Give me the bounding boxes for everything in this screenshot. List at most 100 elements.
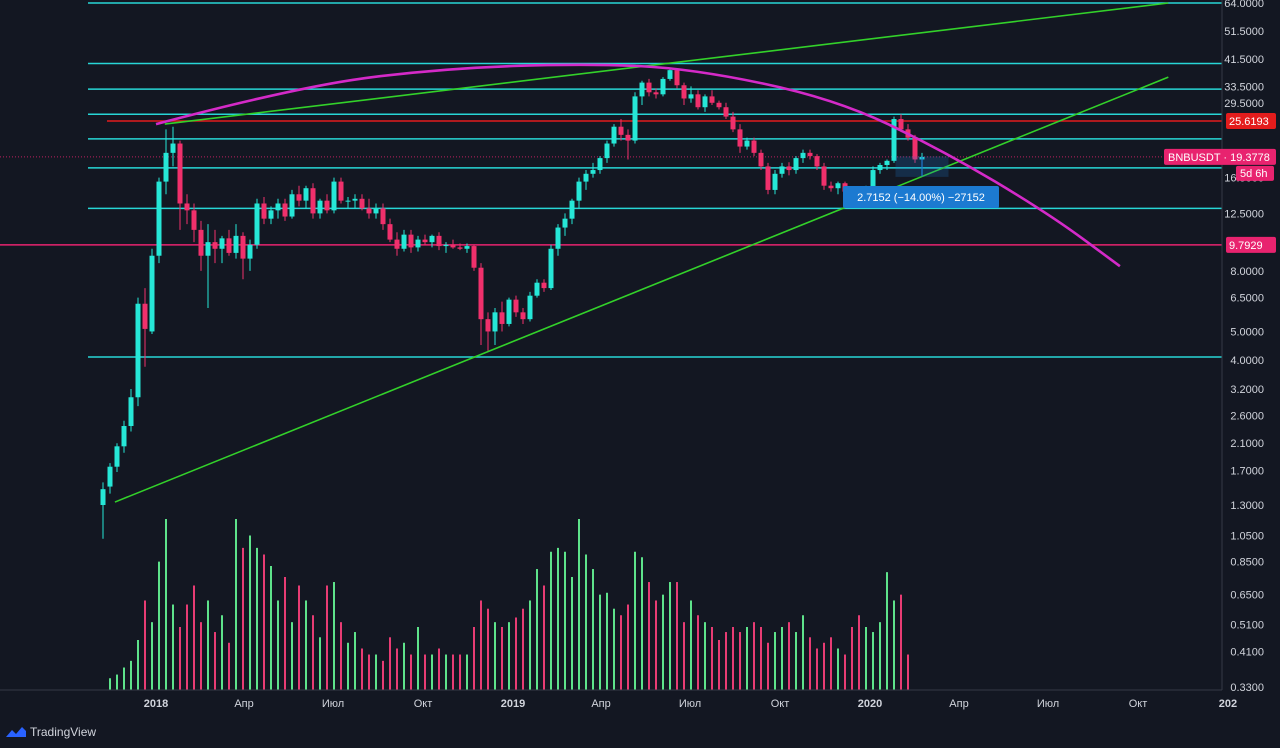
- candle: [128, 388, 134, 432]
- candle: [891, 116, 897, 163]
- tradingview-logo[interactable]: TradingView: [6, 725, 96, 739]
- price-tick-label: 6.5000: [1230, 293, 1264, 305]
- candle-body: [387, 224, 393, 240]
- candle: [793, 156, 799, 174]
- candle: [751, 137, 757, 157]
- candle: [681, 82, 687, 105]
- candle-body: [716, 102, 722, 108]
- candle: [121, 420, 127, 453]
- candle: [716, 100, 722, 110]
- time-tick-label: Окт: [1129, 698, 1148, 710]
- candle: [821, 162, 827, 190]
- candle-body: [366, 208, 372, 214]
- candle-body: [247, 244, 253, 259]
- price-tick-label: 12.5000: [1224, 208, 1264, 220]
- candle: [303, 185, 309, 209]
- candle-body: [723, 107, 729, 117]
- candle-body: [450, 244, 456, 248]
- candle: [212, 229, 218, 264]
- candle-body: [807, 152, 813, 157]
- candle: [562, 213, 568, 236]
- candle: [688, 86, 694, 103]
- candle-body: [135, 303, 141, 398]
- candle-body: [765, 166, 771, 190]
- candle-body: [506, 299, 512, 324]
- candle: [744, 137, 750, 150]
- candle-body: [317, 200, 323, 214]
- candle-body: [436, 235, 442, 247]
- candle: [667, 68, 673, 81]
- candle-body: [233, 235, 239, 253]
- time-axis[interactable]: 2018 Апр Июл Окт 2019 Апр Июл Окт 2020 Апр Июл Окт 2…: [0, 689, 1237, 710]
- candle: [352, 194, 358, 209]
- candle: [548, 244, 554, 290]
- candle: [401, 229, 407, 252]
- candle-body: [303, 188, 309, 201]
- candle: [828, 181, 834, 192]
- trendline-0: [114, 76, 1169, 503]
- candle: [366, 198, 372, 219]
- candle: [247, 239, 253, 271]
- candle: [492, 307, 498, 346]
- candle: [814, 154, 820, 171]
- candle-body: [373, 208, 379, 214]
- price-tick-label: 1.0500: [1230, 531, 1264, 543]
- candle-body: [681, 85, 687, 99]
- candle: [877, 162, 883, 174]
- candle: [345, 196, 351, 209]
- candle-body: [891, 119, 897, 161]
- candle-body: [814, 156, 820, 167]
- candle: [163, 129, 169, 195]
- candle: [170, 126, 176, 167]
- candle-body: [569, 200, 575, 219]
- candle: [219, 235, 225, 264]
- candle-body: [226, 238, 232, 253]
- price-tick-label: 1.3000: [1230, 500, 1264, 512]
- price-axis[interactable]: 64.000051.500041.500033.500029.500016.50…: [1221, 0, 1264, 694]
- candle: [506, 297, 512, 327]
- candle: [268, 206, 274, 225]
- candle: [254, 198, 260, 249]
- current-tag-bg: [1164, 148, 1276, 165]
- candle: [114, 443, 120, 472]
- candle-body: [114, 446, 120, 467]
- candle-body: [219, 238, 225, 249]
- candle: [485, 312, 491, 351]
- candle: [282, 198, 288, 221]
- candle-body: [674, 70, 680, 86]
- candle-body: [667, 70, 673, 79]
- candle: [723, 102, 729, 120]
- candle: [394, 232, 400, 256]
- candle-body: [254, 203, 260, 245]
- candle: [758, 149, 764, 171]
- candle: [611, 124, 617, 147]
- candle: [226, 229, 232, 256]
- candle-body: [212, 242, 218, 249]
- candle-body: [527, 295, 533, 320]
- candle-body: [772, 173, 778, 190]
- candle-body: [597, 158, 603, 171]
- candle-body: [338, 181, 344, 201]
- candle-body: [744, 140, 750, 147]
- candle-body: [604, 143, 610, 159]
- candle-body: [534, 282, 540, 296]
- price-tags: 25.6193 9.7929 BNBUSDT · 19.3778 5d 6h: [1164, 112, 1276, 253]
- time-tick-label: Апр: [234, 698, 253, 710]
- candle-body: [205, 242, 211, 256]
- candle-body: [415, 239, 421, 248]
- candle-body: [576, 181, 582, 201]
- candle: [499, 301, 505, 332]
- candle-body: [751, 140, 757, 153]
- candle-body: [639, 82, 645, 97]
- candle-body: [555, 227, 561, 249]
- candle-body: [611, 126, 617, 144]
- candle: [695, 90, 701, 110]
- candle-body: [520, 312, 526, 320]
- candle: [625, 129, 631, 160]
- candle-body: [408, 234, 414, 248]
- candle-body: [835, 183, 841, 189]
- price-tick-label: 0.5100: [1230, 620, 1264, 632]
- candle-body: [660, 78, 666, 95]
